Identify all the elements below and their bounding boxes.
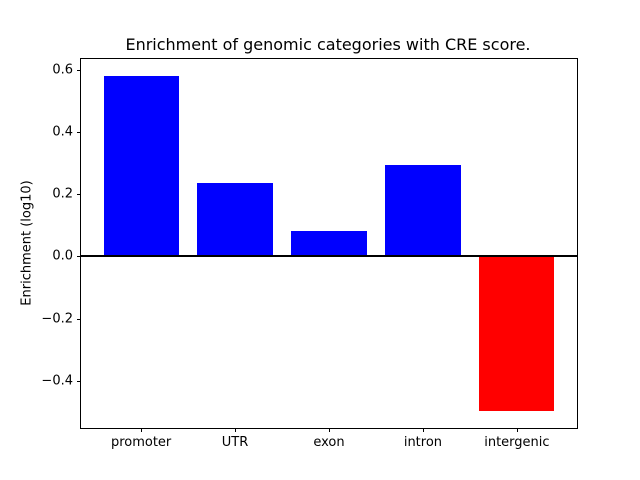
y-tick-label: 0.6 [52,62,73,78]
x-tick-label-intron: intron [403,435,443,450]
x-tick-mark [235,428,237,432]
zero-line [81,255,577,258]
y-tick-label: −0.2 [41,311,73,327]
x-tick-mark [329,428,330,432]
chart-title: Enrichment of genomic categories with CR… [125,35,531,54]
y-tick-label: −0.4 [41,373,73,389]
y-tick-label: 0.0 [52,248,73,264]
y-tick-label: 0.4 [52,124,73,140]
bar-promoter [103,75,179,257]
x-tick-mark [141,428,143,432]
bar-intergenic [479,256,555,412]
bar-intron [385,164,461,257]
bar-UTR [197,183,273,257]
y-axis-label: Enrichment (log10) [19,180,35,306]
y-tick-mark [77,380,81,382]
y-tick-mark [77,69,81,71]
x-tick-label-exon: exon [313,435,345,450]
plot-area: −0.4 −0.2 0.0 0.2 0.4 0.6 promoter UTR exon intro… [41,58,578,450]
x-tick-label-promoter: promoter [110,435,172,450]
y-tick-mark [77,194,81,196]
y-tick-mark [77,131,81,133]
x-tick-label-intergenic: intergenic [484,435,550,450]
x-tick-label-UTR: UTR [221,435,249,450]
bar-exon [291,230,367,257]
y-tick-label: 0.2 [52,186,73,202]
y-tick-mark [77,256,81,258]
x-tick-mark [516,428,518,432]
x-tick-mark [422,428,424,432]
y-tick-mark [77,318,81,320]
